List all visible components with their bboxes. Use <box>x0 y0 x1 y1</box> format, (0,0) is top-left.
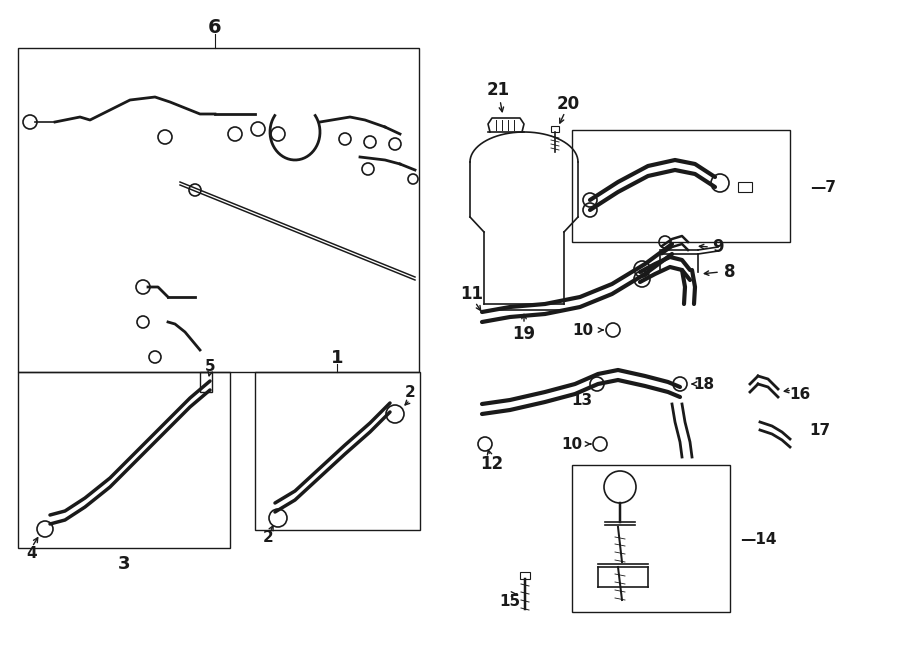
Text: 6: 6 <box>208 17 221 36</box>
Text: 4: 4 <box>27 547 37 561</box>
Text: 13: 13 <box>572 393 592 408</box>
Text: 21: 21 <box>486 81 509 99</box>
Text: 17: 17 <box>809 422 831 438</box>
Text: 3: 3 <box>118 555 130 573</box>
Text: 18: 18 <box>693 377 715 391</box>
Text: 5: 5 <box>204 359 215 373</box>
Bar <box>200 372 212 392</box>
Text: 19: 19 <box>512 325 535 343</box>
Text: 8: 8 <box>724 263 736 281</box>
Text: 2: 2 <box>263 530 274 545</box>
Text: —7: —7 <box>810 179 836 195</box>
Bar <box>738 182 752 192</box>
Bar <box>551 126 559 132</box>
Text: 20: 20 <box>556 95 580 113</box>
Text: 2: 2 <box>405 385 416 399</box>
Text: 10: 10 <box>572 322 593 338</box>
Text: 15: 15 <box>500 594 520 610</box>
Text: —14: —14 <box>740 532 777 547</box>
Text: 1: 1 <box>331 349 343 367</box>
Text: 10: 10 <box>561 436 582 451</box>
Bar <box>520 572 530 579</box>
Text: 16: 16 <box>789 387 811 401</box>
Text: 9: 9 <box>712 238 724 256</box>
Text: 12: 12 <box>481 455 504 473</box>
Text: 11: 11 <box>461 285 483 303</box>
